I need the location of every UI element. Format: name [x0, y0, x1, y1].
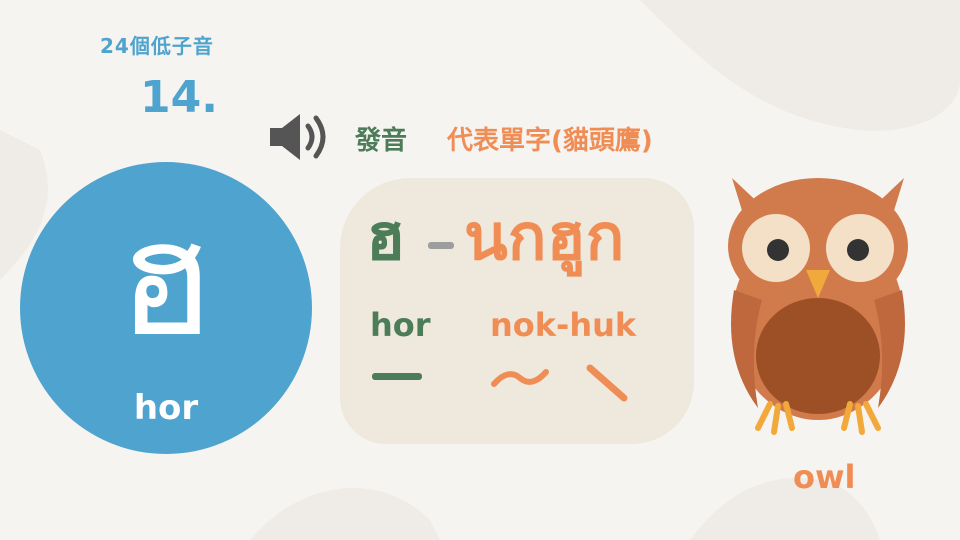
letter-romanization: hor [133, 388, 199, 428]
representative-word-label: 代表單字(貓頭鷹) [447, 126, 653, 156]
thai-word: นกฮูก [464, 201, 625, 275]
speaker-icon[interactable] [268, 110, 334, 164]
word-romanization: nok-huk [490, 306, 637, 344]
separator-dash [428, 242, 454, 249]
lesson-number: 14. [140, 72, 218, 123]
rising-tone-icon [491, 369, 549, 387]
thai-letter: ฮ [117, 185, 215, 372]
falling-tone-icon [586, 364, 628, 402]
mid-tone-icon [372, 373, 422, 380]
owl-caption: owl [793, 458, 856, 496]
letter-card: ฮ hor [20, 162, 312, 454]
series-label: 24個低子音 [100, 34, 214, 58]
owl-icon [728, 178, 908, 435]
word-card: ฮ นกฮูก hor nok-huk [340, 178, 694, 444]
word-card-consonant: ฮ [366, 201, 406, 275]
pronunciation-label: 發音 [355, 126, 408, 156]
consonant-romanization: hor [370, 306, 431, 344]
